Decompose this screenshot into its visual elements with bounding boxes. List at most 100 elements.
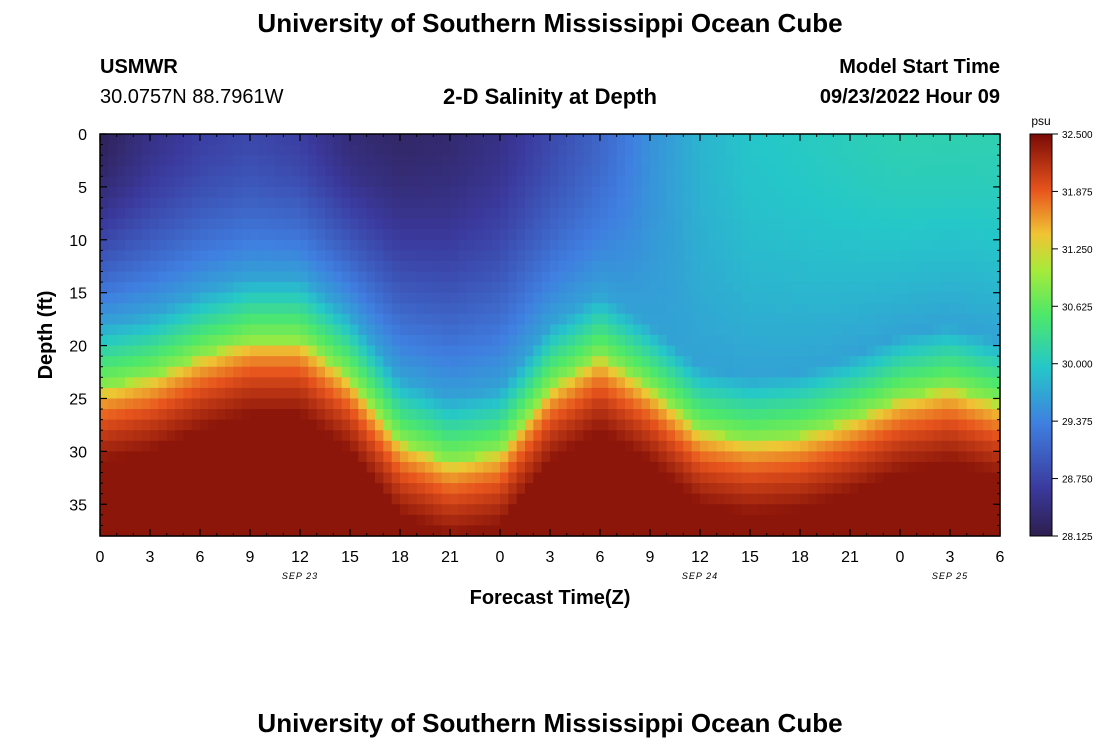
heatmap-cell <box>175 461 184 474</box>
heatmap-cell <box>341 229 351 241</box>
heatmap-cell <box>933 377 943 389</box>
heatmap-cell <box>533 514 543 527</box>
heatmap-cell <box>891 335 901 347</box>
heatmap-cell <box>966 377 976 389</box>
heatmap-cell <box>508 377 518 389</box>
heatmap-cell <box>325 303 334 315</box>
heatmap-cell <box>883 345 893 357</box>
heatmap-cell <box>583 387 593 400</box>
heatmap-cell <box>616 504 626 516</box>
heatmap-cell <box>733 335 743 347</box>
heatmap-cell <box>408 260 418 273</box>
heatmap-cell <box>716 504 726 516</box>
heatmap-cell <box>625 144 634 156</box>
heatmap-cell <box>975 197 984 209</box>
heatmap-cell <box>141 155 151 167</box>
heatmap-cell <box>300 176 309 188</box>
heatmap-cell <box>450 197 459 209</box>
heatmap-cell <box>600 260 609 273</box>
heatmap-cell <box>841 483 851 495</box>
heatmap-cell <box>858 165 868 177</box>
heatmap-cell <box>808 165 818 177</box>
heatmap-cell <box>950 218 959 230</box>
heatmap-cell <box>725 387 734 400</box>
heatmap-cell <box>816 134 826 146</box>
heatmap-cell <box>991 335 1001 347</box>
heatmap-cell <box>125 165 134 177</box>
heatmap-cell <box>991 472 1001 484</box>
heatmap-cell <box>325 451 334 463</box>
heatmap-cell <box>275 292 284 304</box>
heatmap-cell <box>750 398 759 410</box>
heatmap-cell <box>616 218 626 230</box>
heatmap-cell <box>750 271 759 283</box>
heatmap-cell <box>350 398 359 410</box>
heatmap-cell <box>600 250 609 262</box>
heatmap-cell <box>358 409 368 421</box>
heatmap-cell <box>633 345 643 357</box>
heatmap-cell <box>458 208 468 220</box>
heatmap-cell <box>766 461 776 474</box>
heatmap-cell <box>525 197 534 209</box>
heatmap-cell <box>641 292 651 304</box>
heatmap-cell <box>933 324 943 336</box>
heatmap-cell <box>158 155 168 167</box>
heatmap-cell <box>516 440 526 452</box>
heatmap-cell <box>183 313 193 326</box>
x-tick-label: 21 <box>841 549 859 566</box>
heatmap-cell <box>983 229 993 241</box>
heatmap-cell <box>283 514 293 527</box>
heatmap-cell <box>125 335 134 347</box>
heatmap-cells <box>100 134 1001 537</box>
heatmap-cell <box>683 345 693 357</box>
heatmap-cell <box>608 409 618 421</box>
heatmap-cell <box>366 303 376 315</box>
heatmap-cell <box>991 144 1001 156</box>
heatmap-cell <box>950 292 959 304</box>
heatmap-cell <box>933 260 943 273</box>
heatmap-cell <box>333 472 343 484</box>
heatmap-cell <box>183 514 193 527</box>
heatmap-cell <box>925 366 934 378</box>
heatmap-cell <box>333 345 343 357</box>
heatmap-cell <box>183 282 193 294</box>
heatmap-cell <box>991 324 1001 336</box>
heatmap-cell <box>325 345 334 357</box>
heatmap-cell <box>216 335 226 347</box>
heatmap-cell <box>916 208 926 220</box>
heatmap-cell <box>508 292 518 304</box>
heatmap-cell <box>391 229 401 241</box>
heatmap-cell <box>941 409 951 421</box>
heatmap-cell <box>550 366 559 378</box>
heatmap-cell <box>766 229 776 241</box>
heatmap-cell <box>783 483 793 495</box>
heatmap-cell <box>375 239 384 251</box>
heatmap-cell <box>225 313 234 326</box>
heatmap-cell <box>308 440 318 452</box>
heatmap-cell <box>475 218 484 230</box>
heatmap-cell <box>116 409 126 421</box>
heatmap-cell <box>291 409 301 421</box>
heatmap-cell <box>308 176 318 188</box>
heatmap-cell <box>641 430 651 442</box>
heatmap-cell <box>275 197 284 209</box>
heatmap-cell <box>575 134 584 146</box>
heatmap-cell <box>891 366 901 378</box>
heatmap-cell <box>600 324 609 336</box>
station-coordinates: 30.0757N 88.7961W <box>100 86 284 108</box>
heatmap-cell <box>200 461 209 474</box>
heatmap-cell <box>425 345 434 357</box>
heatmap-cell <box>591 218 601 230</box>
heatmap-cell <box>633 176 643 188</box>
heatmap-cell <box>358 461 368 474</box>
heatmap-cell <box>733 239 743 251</box>
heatmap-cell <box>225 186 234 199</box>
heatmap-cell <box>375 461 384 474</box>
heatmap-cell <box>400 134 409 146</box>
heatmap-cell <box>133 483 143 495</box>
heatmap-cell <box>966 504 976 516</box>
heatmap-cell <box>525 451 534 463</box>
heatmap-cell <box>816 387 826 400</box>
heatmap-cell <box>608 303 618 315</box>
heatmap-cell <box>475 155 484 167</box>
